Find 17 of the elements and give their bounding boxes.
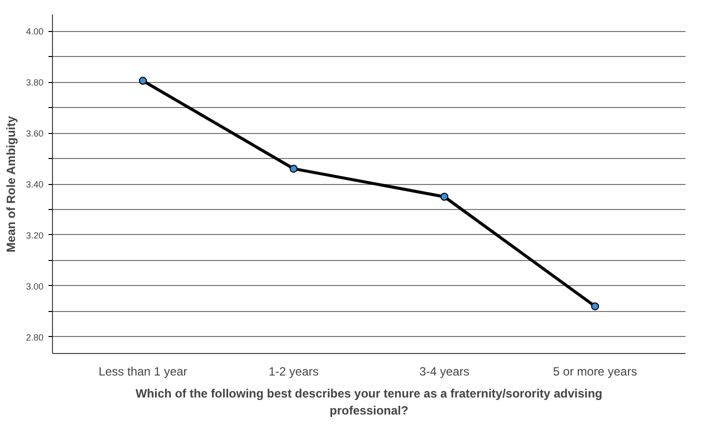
point <box>440 192 448 201</box>
x-tick-label: Less than 1 year <box>98 364 188 378</box>
y-tick-label: 3.60 <box>26 128 44 139</box>
y-tick-label: 3.40 <box>26 180 44 190</box>
x-tick-label: 3-4 years <box>419 364 470 378</box>
x-tick-label: 1-2 years <box>268 364 319 378</box>
y-tick-label: 3.00 <box>26 281 44 292</box>
y-tick-label: 2.80 <box>26 332 44 342</box>
point <box>290 164 298 173</box>
y-axis-title: Mean of Role Ambiguity <box>4 116 18 252</box>
y-tick-label: 3.80 <box>26 78 44 88</box>
point <box>591 302 600 310</box>
x-tick-label: 5 or more years <box>553 364 638 378</box>
y-tick-label: 3.20 <box>26 230 44 240</box>
point <box>138 76 147 85</box>
x-axis-title: Which of the following best describes your tenure as a fraternity/sorority advising professional? <box>136 386 602 418</box>
y-tick-label: 4.00 <box>26 26 44 37</box>
